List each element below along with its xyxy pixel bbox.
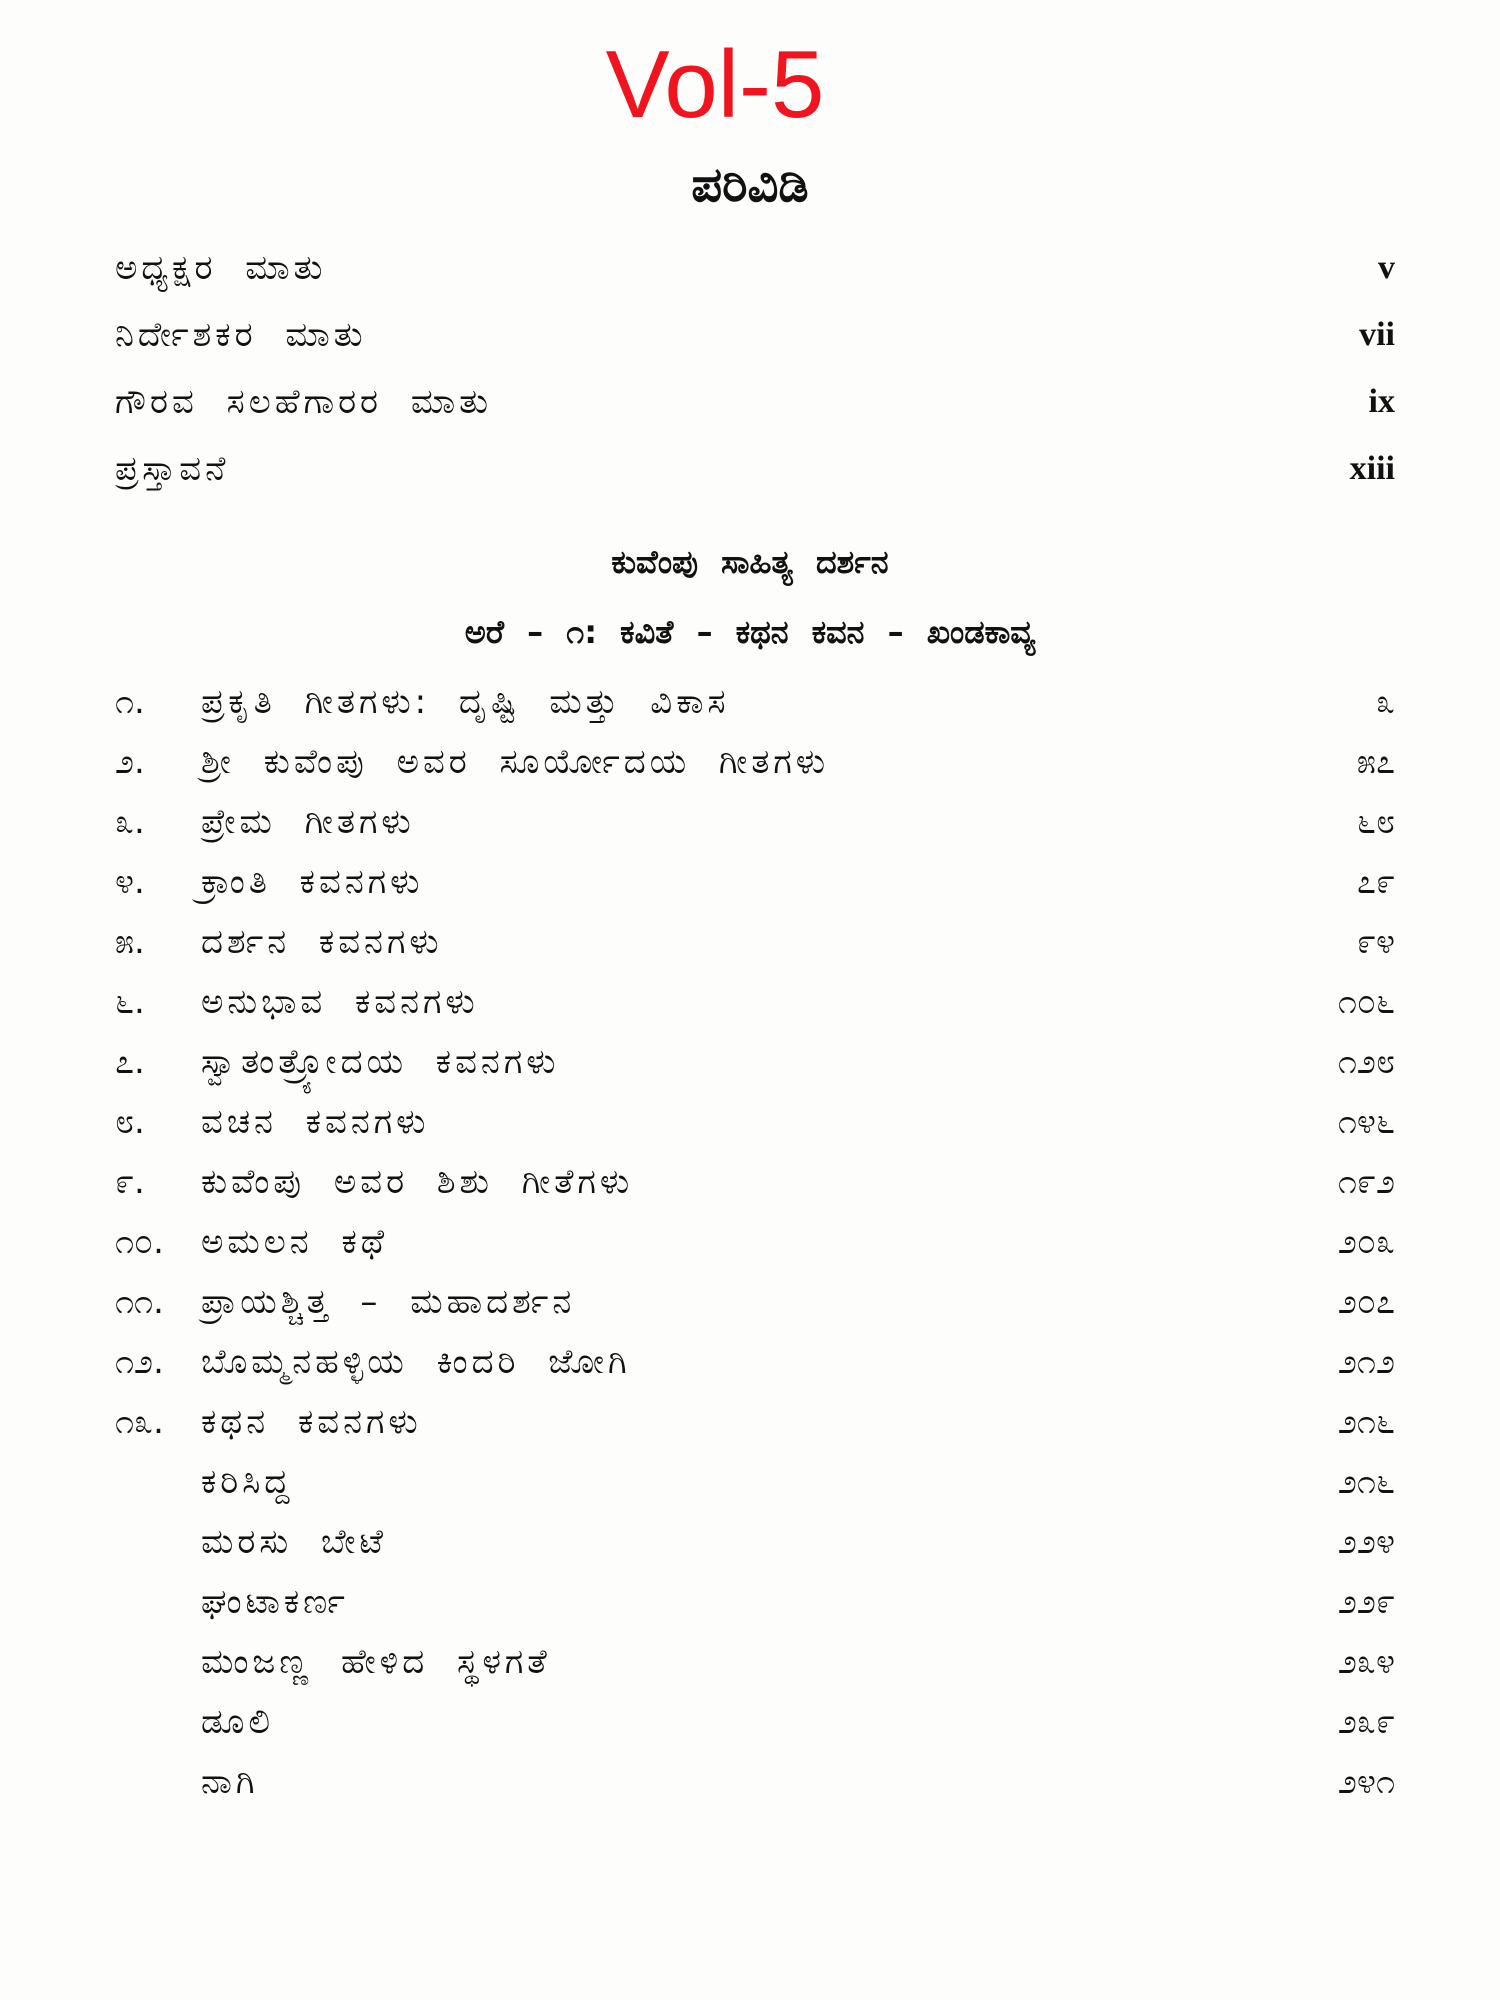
page-number: ೨೧೬: [1337, 1462, 1395, 1502]
page-number: v: [1378, 249, 1395, 286]
entry-number: ೧೩.: [115, 1402, 164, 1442]
entry-title: ಕುವೆಂಪು ಅವರ ಶಿಶು ಗೀತೆಗಳು: [201, 1162, 634, 1202]
entry-title: ಶ್ರೀ ಕುವೆಂಪು ಅವರ ಸೂರ್ಯೋದಯ ಗೀತಗಳು: [201, 742, 830, 782]
section-heading: ಕುವೆಂಪು ಸಾಹಿತ್ಯ ದರ್ಶನ: [611, 543, 889, 581]
toc-entry: ೪. ಕ್ರಾಂತಿ ಕವನಗಳು ೭೯: [115, 857, 1395, 907]
entry-number: ೧೧.: [115, 1282, 164, 1322]
toc-entry: ೮. ವಚನ ಕವನಗಳು ೧೪೬: [115, 1097, 1395, 1147]
entry-number: ೭.: [115, 1042, 145, 1082]
page-number: ೧೦೬: [1337, 982, 1395, 1022]
entry-title: ಅನುಭಾವ ಕವನಗಳು: [201, 982, 479, 1022]
toc-sub-entry: ಘಂಟಾಕರ್ಣ ೨೨೯: [115, 1577, 1395, 1627]
toc-entry: ೯. ಕುವೆಂಪು ಅವರ ಶಿಶು ಗೀತೆಗಳು ೧೯೨: [115, 1157, 1395, 1207]
entry-number: ೬.: [115, 982, 145, 1022]
page-number: ೨೦೭: [1337, 1282, 1395, 1322]
front-matter-item: ಅಧ್ಯಕ್ಷರ ಮಾತು v: [115, 243, 1395, 293]
page-number: vii: [1359, 316, 1395, 353]
toc-entry: ೩. ಪ್ರೇಮ ಗೀತಗಳು ೬೮: [115, 797, 1395, 847]
entry-number: ೩.: [115, 802, 145, 842]
page-number: ೨೩೪: [1337, 1642, 1395, 1682]
toc-sub-entry: ಕರಿಸಿದ್ದ ೨೧೬: [115, 1457, 1395, 1507]
entry-number: ೪.: [115, 862, 145, 902]
front-matter-item: ನಿರ್ದೇಶಕರ ಮಾತು vii: [115, 310, 1395, 360]
page-number: xiii: [1349, 450, 1395, 487]
entry-title: ಅಧ್ಯಕ್ಷರ ಮಾತು: [115, 248, 327, 288]
entry-title: ಮಂಜಣ್ಣ ಹೇಳಿದ ಸ್ಥಳಗತೆ: [201, 1642, 551, 1682]
toc-entry: ೧೩. ಕಥನ ಕವನಗಳು ೨೧೬: [115, 1397, 1395, 1447]
entry-title: ದರ್ಶನ ಕವನಗಳು: [201, 922, 443, 962]
page-number: ೫೭: [1356, 742, 1395, 782]
toc-entry: ೧. ಪ್ರಕೃತಿ ಗೀತಗಳು: ದೃಷ್ಟಿ ಮತ್ತು ವಿಕಾಸ ೩: [115, 677, 1395, 727]
entry-title: ನಿರ್ದೇಶಕರ ಮಾತು: [115, 315, 367, 355]
entry-number: ೧.: [115, 682, 145, 722]
entry-number: ೫.: [115, 922, 145, 962]
entry-title: ನಾಗಿ: [201, 1762, 259, 1802]
entry-title: ಗೌರವ ಸಲಹೆಗಾರರ ಮಾತು: [115, 382, 493, 422]
page-number: ೧೯೨: [1337, 1162, 1395, 1202]
page-number: ೨೩೯: [1337, 1702, 1395, 1742]
entry-title: ಕಥನ ಕವನಗಳು: [201, 1402, 422, 1442]
page-number: ೨೪೧: [1337, 1762, 1395, 1802]
page-number: ೨೨೪: [1337, 1522, 1395, 1562]
toc-sub-entry: ನಾಗಿ ೨೪೧: [115, 1757, 1395, 1807]
page-number: ೨೧೬: [1337, 1402, 1395, 1442]
entry-number: ೧೦.: [115, 1222, 164, 1262]
toc-entry: ೭. ಸ್ವಾತಂತ್ರ್ಯೋದಯ ಕವನಗಳು ೧೨೮: [115, 1037, 1395, 1087]
page-title: ಪರಿವಿಡಿ: [691, 157, 809, 213]
entry-title: ಕರಿಸಿದ್ದ: [201, 1462, 294, 1502]
entry-number: ೨.: [115, 742, 145, 782]
entry-title: ಘಂಟಾಕರ್ಣ: [201, 1582, 349, 1622]
page-number: ೨೦೩: [1337, 1222, 1395, 1262]
page-number: ೯೪: [1356, 922, 1395, 962]
page-number: ೨೧೨: [1337, 1342, 1395, 1382]
entry-title: ಸ್ವಾತಂತ್ರ್ಯೋದಯ ಕವನಗಳು: [201, 1042, 560, 1082]
front-matter-item: ಗೌರವ ಸಲಹೆಗಾರರ ಮಾತು ix: [115, 377, 1395, 427]
page-number: ೬೮: [1356, 802, 1395, 842]
toc-sub-entry: ಡೂಲಿ ೨೩೯: [115, 1697, 1395, 1747]
entry-title: ಮರಸು ಬೇಟೆ: [201, 1522, 387, 1562]
toc-entry: ೨. ಶ್ರೀ ಕುವೆಂಪು ಅವರ ಸೂರ್ಯೋದಯ ಗೀತಗಳು ೫೭: [115, 737, 1395, 787]
page-number: ix: [1368, 383, 1395, 420]
entry-number: ೧೨.: [115, 1342, 164, 1382]
toc-sub-entry: ಮಂಜಣ್ಣ ಹೇಳಿದ ಸ್ಥಳಗತೆ ೨೩೪: [115, 1637, 1395, 1687]
toc-entry: ೬. ಅನುಭಾವ ಕವನಗಳು ೧೦೬: [115, 977, 1395, 1027]
toc-entry: ೫. ದರ್ಶನ ಕವನಗಳು ೯೪: [115, 917, 1395, 967]
entry-number: ೮.: [115, 1102, 145, 1142]
toc-entry: ೧೦. ಅಮಲನ ಕಥೆ ೨೦೩: [115, 1217, 1395, 1267]
entry-number: ೯.: [115, 1162, 145, 1202]
page-number: ೧೨೮: [1337, 1042, 1395, 1082]
volume-label: Vol-5: [605, 31, 825, 138]
entry-title: ಪ್ರೇಮ ಗೀತಗಳು: [201, 802, 415, 842]
toc-entry: ೧೧. ಪ್ರಾಯಶ್ಚಿತ್ತ – ಮಹಾದರ್ಶನ ೨೦೭: [115, 1277, 1395, 1327]
entry-title: ಕ್ರಾಂತಿ ಕವನಗಳು: [201, 862, 424, 902]
entry-title: ಪ್ರಸ್ತಾವನೆ: [115, 449, 230, 489]
entry-title: ಬೊಮ್ಮನಹಳ್ಳಿಯ ಕಿಂದರಿ ಜೋಗಿ: [201, 1342, 631, 1382]
entry-title: ಪ್ರಾಯಶ್ಚಿತ್ತ – ಮಹಾದರ್ಶನ: [201, 1282, 576, 1322]
toc-sub-entry: ಮರಸು ಬೇಟೆ ೨೨೪: [115, 1517, 1395, 1567]
page-number: ೨೨೯: [1337, 1582, 1395, 1622]
entry-title: ವಚನ ಕವನಗಳು: [201, 1102, 430, 1142]
toc-entry: ೧೨. ಬೊಮ್ಮನಹಳ್ಳಿಯ ಕಿಂದರಿ ಜೋಗಿ ೨೧೨: [115, 1337, 1395, 1387]
entry-title: ಡೂಲಿ: [201, 1702, 275, 1742]
part-heading: ಅರೆ – ೧: ಕವಿತೆ – ಕಥನ ಕವನ – ಖಂಡಕಾವ್ಯ: [464, 613, 1036, 651]
entry-title: ಪ್ರಕೃತಿ ಗೀತಗಳು: ದೃಷ್ಟಿ ಮತ್ತು ವಿಕಾಸ: [201, 682, 730, 722]
entry-title: ಅಮಲನ ಕಥೆ: [201, 1222, 389, 1262]
front-matter-item: ಪ್ರಸ್ತಾವನೆ xiii: [115, 444, 1395, 494]
page-number: ೭೯: [1356, 862, 1395, 902]
page-number: ೧೪೬: [1337, 1102, 1395, 1142]
page-number: ೩: [1375, 682, 1395, 722]
